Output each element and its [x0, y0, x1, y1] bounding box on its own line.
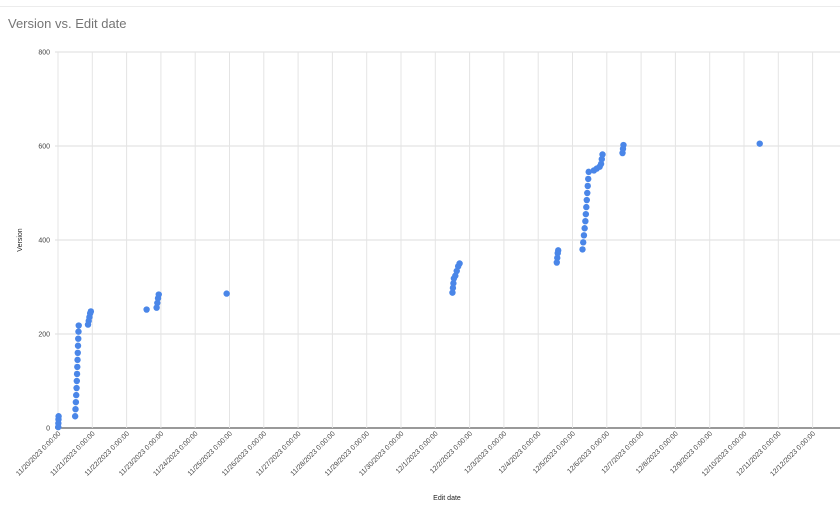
data-point: [449, 284, 457, 292]
x-axis-title: Edit date: [433, 495, 461, 502]
data-point: [585, 168, 592, 176]
data-point: [599, 151, 606, 158]
data-point: [153, 304, 160, 311]
data-point: [553, 259, 560, 266]
data-point: [579, 246, 586, 253]
data-point: [580, 232, 588, 239]
data-point: [620, 141, 627, 149]
data-point: [598, 155, 605, 163]
data-point: [72, 406, 79, 413]
data-point: [582, 210, 590, 218]
y-tick-label: 0: [46, 426, 50, 433]
data-point: [75, 328, 82, 335]
data-point: [74, 356, 81, 364]
data-point: [75, 322, 82, 329]
data-point: [584, 189, 591, 197]
y-tick-label: 600: [38, 144, 50, 151]
data-point: [55, 413, 62, 420]
data-point: [73, 391, 80, 399]
data-point: [75, 335, 82, 342]
data-point: [74, 342, 82, 349]
chart-title: Version vs. Edit date: [8, 16, 127, 31]
data-point: [555, 247, 562, 254]
data-point: [583, 203, 590, 211]
data-point: [582, 218, 589, 225]
data-point: [756, 140, 763, 147]
data-point: [585, 175, 592, 183]
data-point: [72, 398, 80, 406]
data-point: [583, 196, 590, 204]
data-point: [584, 182, 591, 190]
top-divider: [0, 6, 840, 7]
data-point: [450, 280, 457, 287]
data-point: [73, 370, 81, 378]
data-point: [456, 260, 463, 267]
data-point: [71, 413, 79, 420]
data-point: [223, 290, 230, 297]
data-point: [581, 225, 588, 232]
data-point: [580, 239, 587, 246]
data-point: [554, 254, 561, 262]
data-point: [597, 160, 605, 168]
data-point: [74, 349, 81, 356]
data-point: [154, 299, 161, 307]
data-point: [73, 384, 80, 392]
data-point: [155, 291, 162, 298]
data-point: [73, 377, 81, 385]
data-point: [74, 363, 81, 371]
data-point: [143, 306, 150, 313]
y-axis-title: Version: [17, 228, 24, 251]
y-tick-label: 400: [38, 238, 50, 245]
data-point: [87, 308, 95, 315]
y-tick-label: 800: [38, 50, 50, 57]
data-point: [449, 289, 456, 296]
y-tick-label: 200: [38, 332, 50, 339]
